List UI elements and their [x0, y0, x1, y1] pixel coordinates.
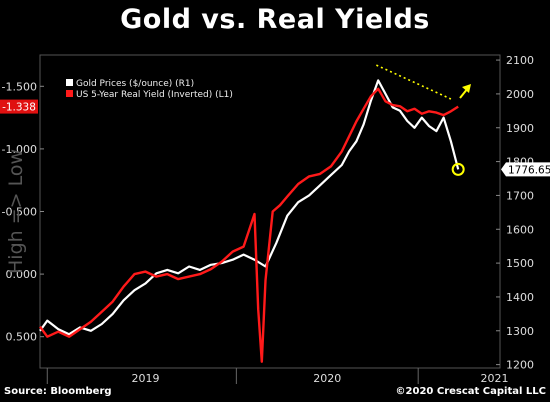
page-title: Gold vs. Real Yields	[120, 4, 430, 35]
copyright-note: ©2020 Crescat Capital LLC	[395, 386, 546, 397]
y-right-tick-label: 2000	[506, 88, 534, 101]
last-value-right-badge	[501, 162, 550, 177]
legend-entry: US 5-Year Real Yield (Inverted) (L1)	[76, 90, 233, 100]
y-right-tick-label: 1200	[506, 359, 534, 372]
y-left-tick-label: -1.000	[2, 143, 37, 156]
last-value-left-label: -1.338	[2, 102, 36, 114]
legend-swatch	[66, 90, 73, 97]
circle-annotation	[451, 162, 465, 176]
y-left-tick-label: -1.500	[2, 80, 37, 93]
y-right-tick-label: 1700	[506, 189, 534, 202]
legend-entry: Gold Prices ($/ounce) (R1)	[76, 79, 194, 89]
y-right-tick-label: 2100	[506, 54, 534, 67]
y-right-tick-label: 1300	[506, 325, 534, 338]
last-value-left-badge	[0, 99, 38, 114]
legend-swatch	[66, 79, 73, 86]
real-yield-line	[39, 87, 459, 363]
y-left-tick-label: 0.500	[6, 331, 38, 344]
y-right-tick-label: 1600	[506, 223, 534, 236]
y-right-tick-label: 1400	[506, 291, 534, 304]
x-tick-label: 2020	[313, 372, 341, 385]
last-value-right-label: 1776.65	[508, 164, 550, 176]
y-left-tick-label: 0.000	[6, 268, 38, 281]
arrow-head	[462, 84, 471, 93]
x-tick-label: 2019	[131, 372, 159, 385]
source-note: Source: Bloomberg	[4, 386, 112, 397]
y-left-axis-label: High => Low	[5, 149, 27, 274]
trendline-annotation	[376, 64, 452, 100]
x-tick-label: 2021	[481, 372, 509, 385]
y-left-tick-label: -0.500	[2, 206, 37, 219]
gold-price-line	[39, 79, 460, 336]
plot-frame	[39, 54, 501, 369]
y-right-tick-label: 1500	[506, 257, 534, 270]
y-right-tick-label: 1900	[506, 122, 534, 135]
